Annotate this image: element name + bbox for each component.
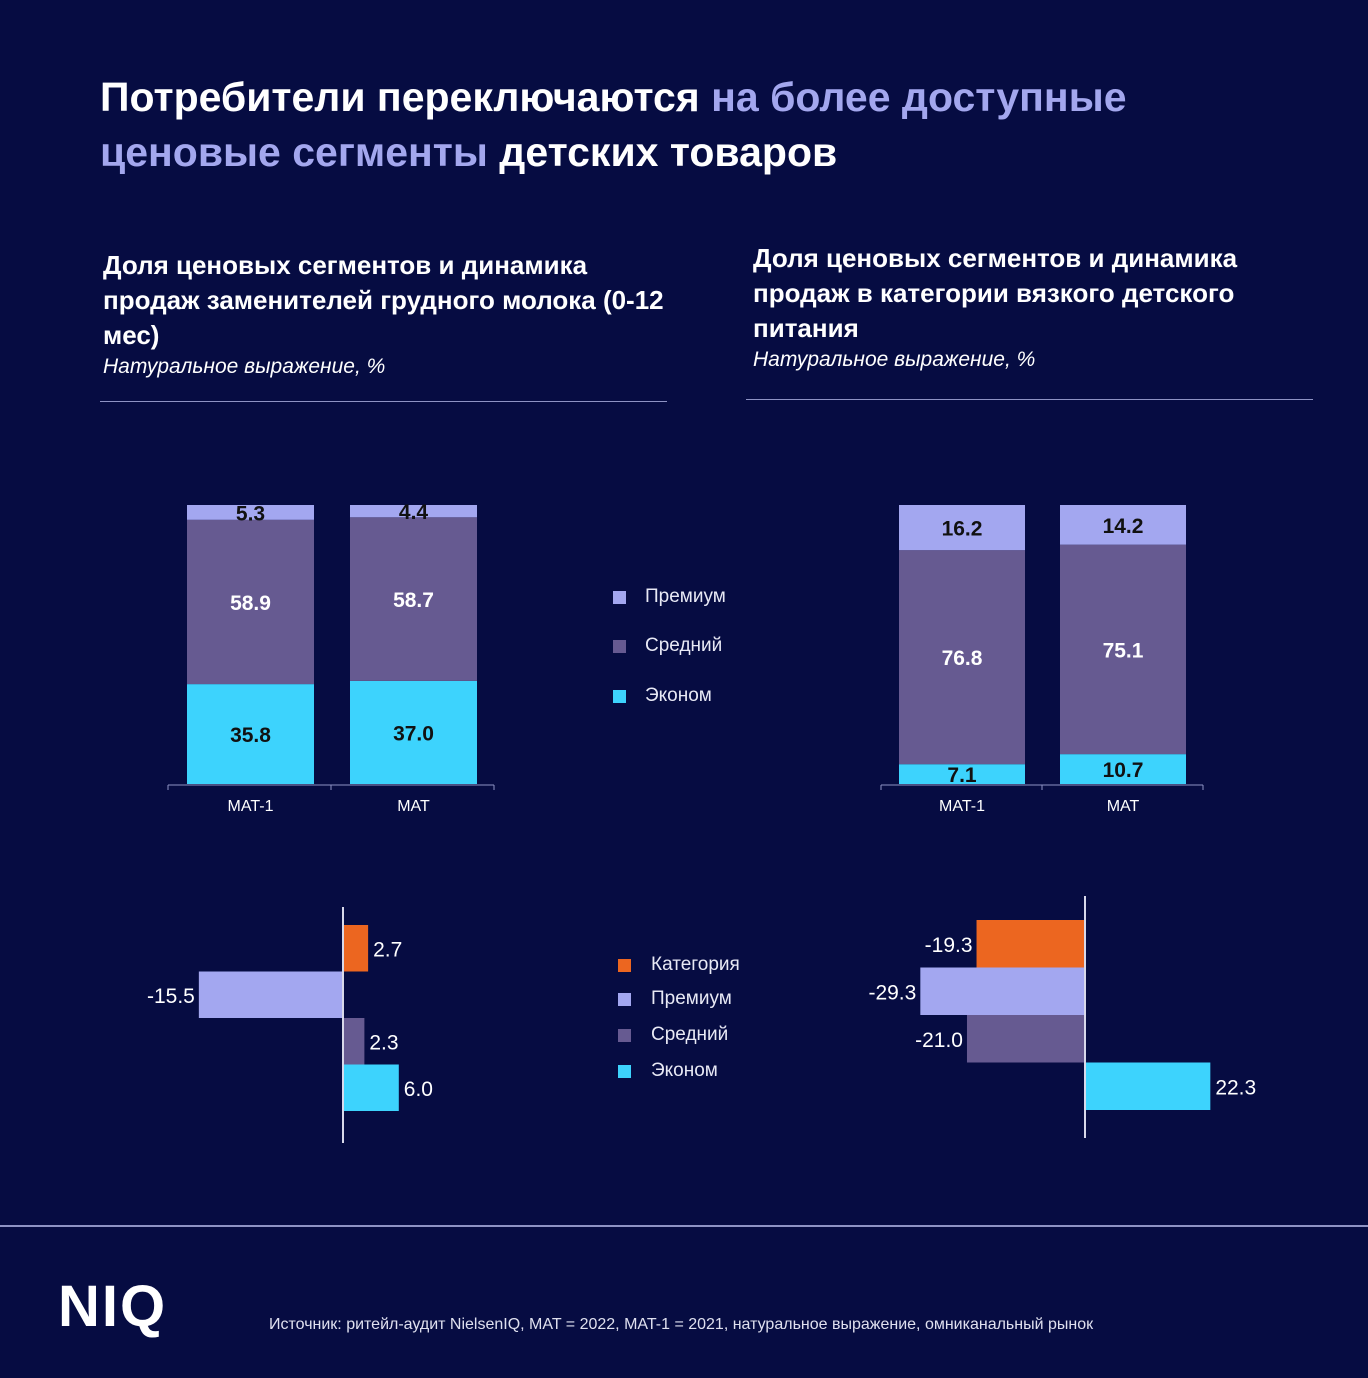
- panel-right-divider: [746, 399, 1313, 400]
- stack0-xtick-mat: MAT: [397, 798, 430, 815]
- stack0-bar-mat-premium: [350, 505, 477, 518]
- stack0-bar-mat-1-premium: [187, 505, 314, 520]
- legend-label-category: Категория: [651, 954, 740, 975]
- legend-item-economy-dyn: Эконом: [618, 1060, 718, 1082]
- stack0-label-mat-economy: 37.0: [393, 722, 434, 745]
- dyn1-bar-economy: [1085, 1062, 1211, 1110]
- stack1-label-mat-premium: 14.2: [1103, 515, 1144, 538]
- panel-left-title: Доля ценовых сегментов и динамика продаж…: [103, 250, 664, 350]
- dyn1-label-economy: 22.3: [1215, 1076, 1256, 1099]
- stack1-label-mat-1-premium: 16.2: [942, 518, 983, 541]
- stack1-label-mat-1-middle: 76.8: [942, 647, 983, 670]
- dyn0-label-premium: -15.5: [147, 985, 195, 1008]
- dyn1-label-category: -19.3: [925, 934, 973, 957]
- panel-left-header: Доля ценовых сегментов и динамика продаж…: [103, 248, 673, 381]
- dyn1-bar-category: [976, 920, 1085, 968]
- title-accent: на более доступные ценовые сегменты: [100, 74, 1127, 175]
- legend-swatch-middle: [613, 639, 626, 653]
- dyn0-label-economy: 6.0: [404, 1078, 433, 1101]
- dyn0-bar-premium: [198, 971, 343, 1018]
- panel-right-subtitle: Натуральное выражение, %: [753, 348, 1036, 371]
- stack1-bar-mat-middle: [1060, 544, 1186, 755]
- stack0-label-mat-1-premium: 5.3: [236, 502, 265, 525]
- stack1-bar-mat-premium: [1060, 505, 1186, 545]
- dyn0-bar-economy: [343, 1064, 399, 1111]
- legend-label-premium: Премиум: [645, 586, 726, 607]
- stack1-bar-mat-1-economy: [899, 764, 1025, 784]
- dyn0-label-middle: 2.3: [369, 1031, 398, 1054]
- legend-swatch-economy-dyn: [618, 1064, 631, 1078]
- stack0-label-mat-1-economy: 35.8: [230, 724, 271, 747]
- legend-label-economy: Эконом: [645, 685, 712, 706]
- legend-label-economy-dyn: Эконом: [651, 1060, 718, 1081]
- dyn0-bar-category: [343, 925, 369, 972]
- stack0-bar-mat-1-middle: [187, 519, 314, 685]
- legend-item-economy: Эконом: [613, 685, 712, 707]
- legend-item-middle: Средний: [613, 635, 722, 657]
- stack1-label-mat-1-economy: 7.1: [947, 764, 977, 787]
- dyn1-label-middle: -21.0: [915, 1029, 963, 1052]
- dyn0-bar-middle: [343, 1018, 365, 1065]
- dyn1-label-premium: -29.3: [868, 981, 916, 1004]
- panel-right-header: Доля ценовых сегментов и динамика продаж…: [753, 241, 1323, 374]
- niq-logo: NIQ: [58, 1274, 168, 1339]
- legend-swatch-economy: [613, 689, 626, 703]
- stack1-xtick-mat: MAT: [1107, 798, 1140, 815]
- legend-label-middle-dyn: Средний: [651, 1024, 729, 1045]
- stack0-label-mat-premium: 4.4: [399, 501, 429, 524]
- legend-label-premium-dyn: Премиум: [651, 988, 732, 1009]
- dyn1-bar-premium: [920, 967, 1085, 1015]
- panel-right-title: Доля ценовых сегментов и динамика продаж…: [753, 243, 1238, 343]
- legend-item-middle-dyn: Средний: [618, 1024, 728, 1046]
- legend-swatch-premium: [613, 590, 626, 604]
- legend-item-premium: Премиум: [613, 586, 726, 608]
- panel-left-divider: [100, 401, 667, 402]
- stack0-bar-mat-1-economy: [187, 684, 314, 784]
- legend-swatch-middle-dyn: [618, 1028, 631, 1042]
- page-title: Потребители переключаются на более досту…: [100, 70, 1280, 180]
- panel-left-subtitle: Натуральное выражение, %: [103, 355, 386, 378]
- legend-item-premium-dyn: Премиум: [618, 988, 732, 1010]
- legend-label-middle: Средний: [645, 635, 723, 656]
- stack1-bar-mat-economy: [1060, 754, 1186, 784]
- stack1-xtick-mat-1: MAT-1: [939, 798, 985, 815]
- legend-swatch-category: [618, 958, 631, 972]
- dyn0-label-category: 2.7: [373, 938, 402, 961]
- stack0-label-mat-1-middle: 58.9: [230, 592, 271, 615]
- legend-item-category: Категория: [618, 954, 740, 976]
- legend-swatch-premium-dyn: [618, 992, 631, 1006]
- dyn1-bar-middle: [966, 1015, 1085, 1063]
- stack0-label-mat-middle: 58.7: [393, 589, 434, 612]
- title-part-1: Потребители переключаются: [100, 74, 712, 120]
- footer-divider: [0, 1225, 1368, 1227]
- title-part-2: детских товаров: [487, 129, 838, 175]
- stack0-bar-mat-middle: [350, 517, 477, 681]
- stack0-bar-mat-economy: [350, 680, 477, 784]
- stack0-xtick-mat-1: MAT-1: [228, 798, 274, 815]
- source-note: Источник: ритейл-аудит NielsenIQ, MAT = …: [269, 1316, 1094, 1333]
- stack1-bar-mat-1-premium: [899, 505, 1025, 551]
- stack1-label-mat-economy: 10.7: [1103, 759, 1144, 782]
- stack1-bar-mat-1-middle: [899, 550, 1025, 765]
- stack1-label-mat-middle: 75.1: [1103, 639, 1144, 662]
